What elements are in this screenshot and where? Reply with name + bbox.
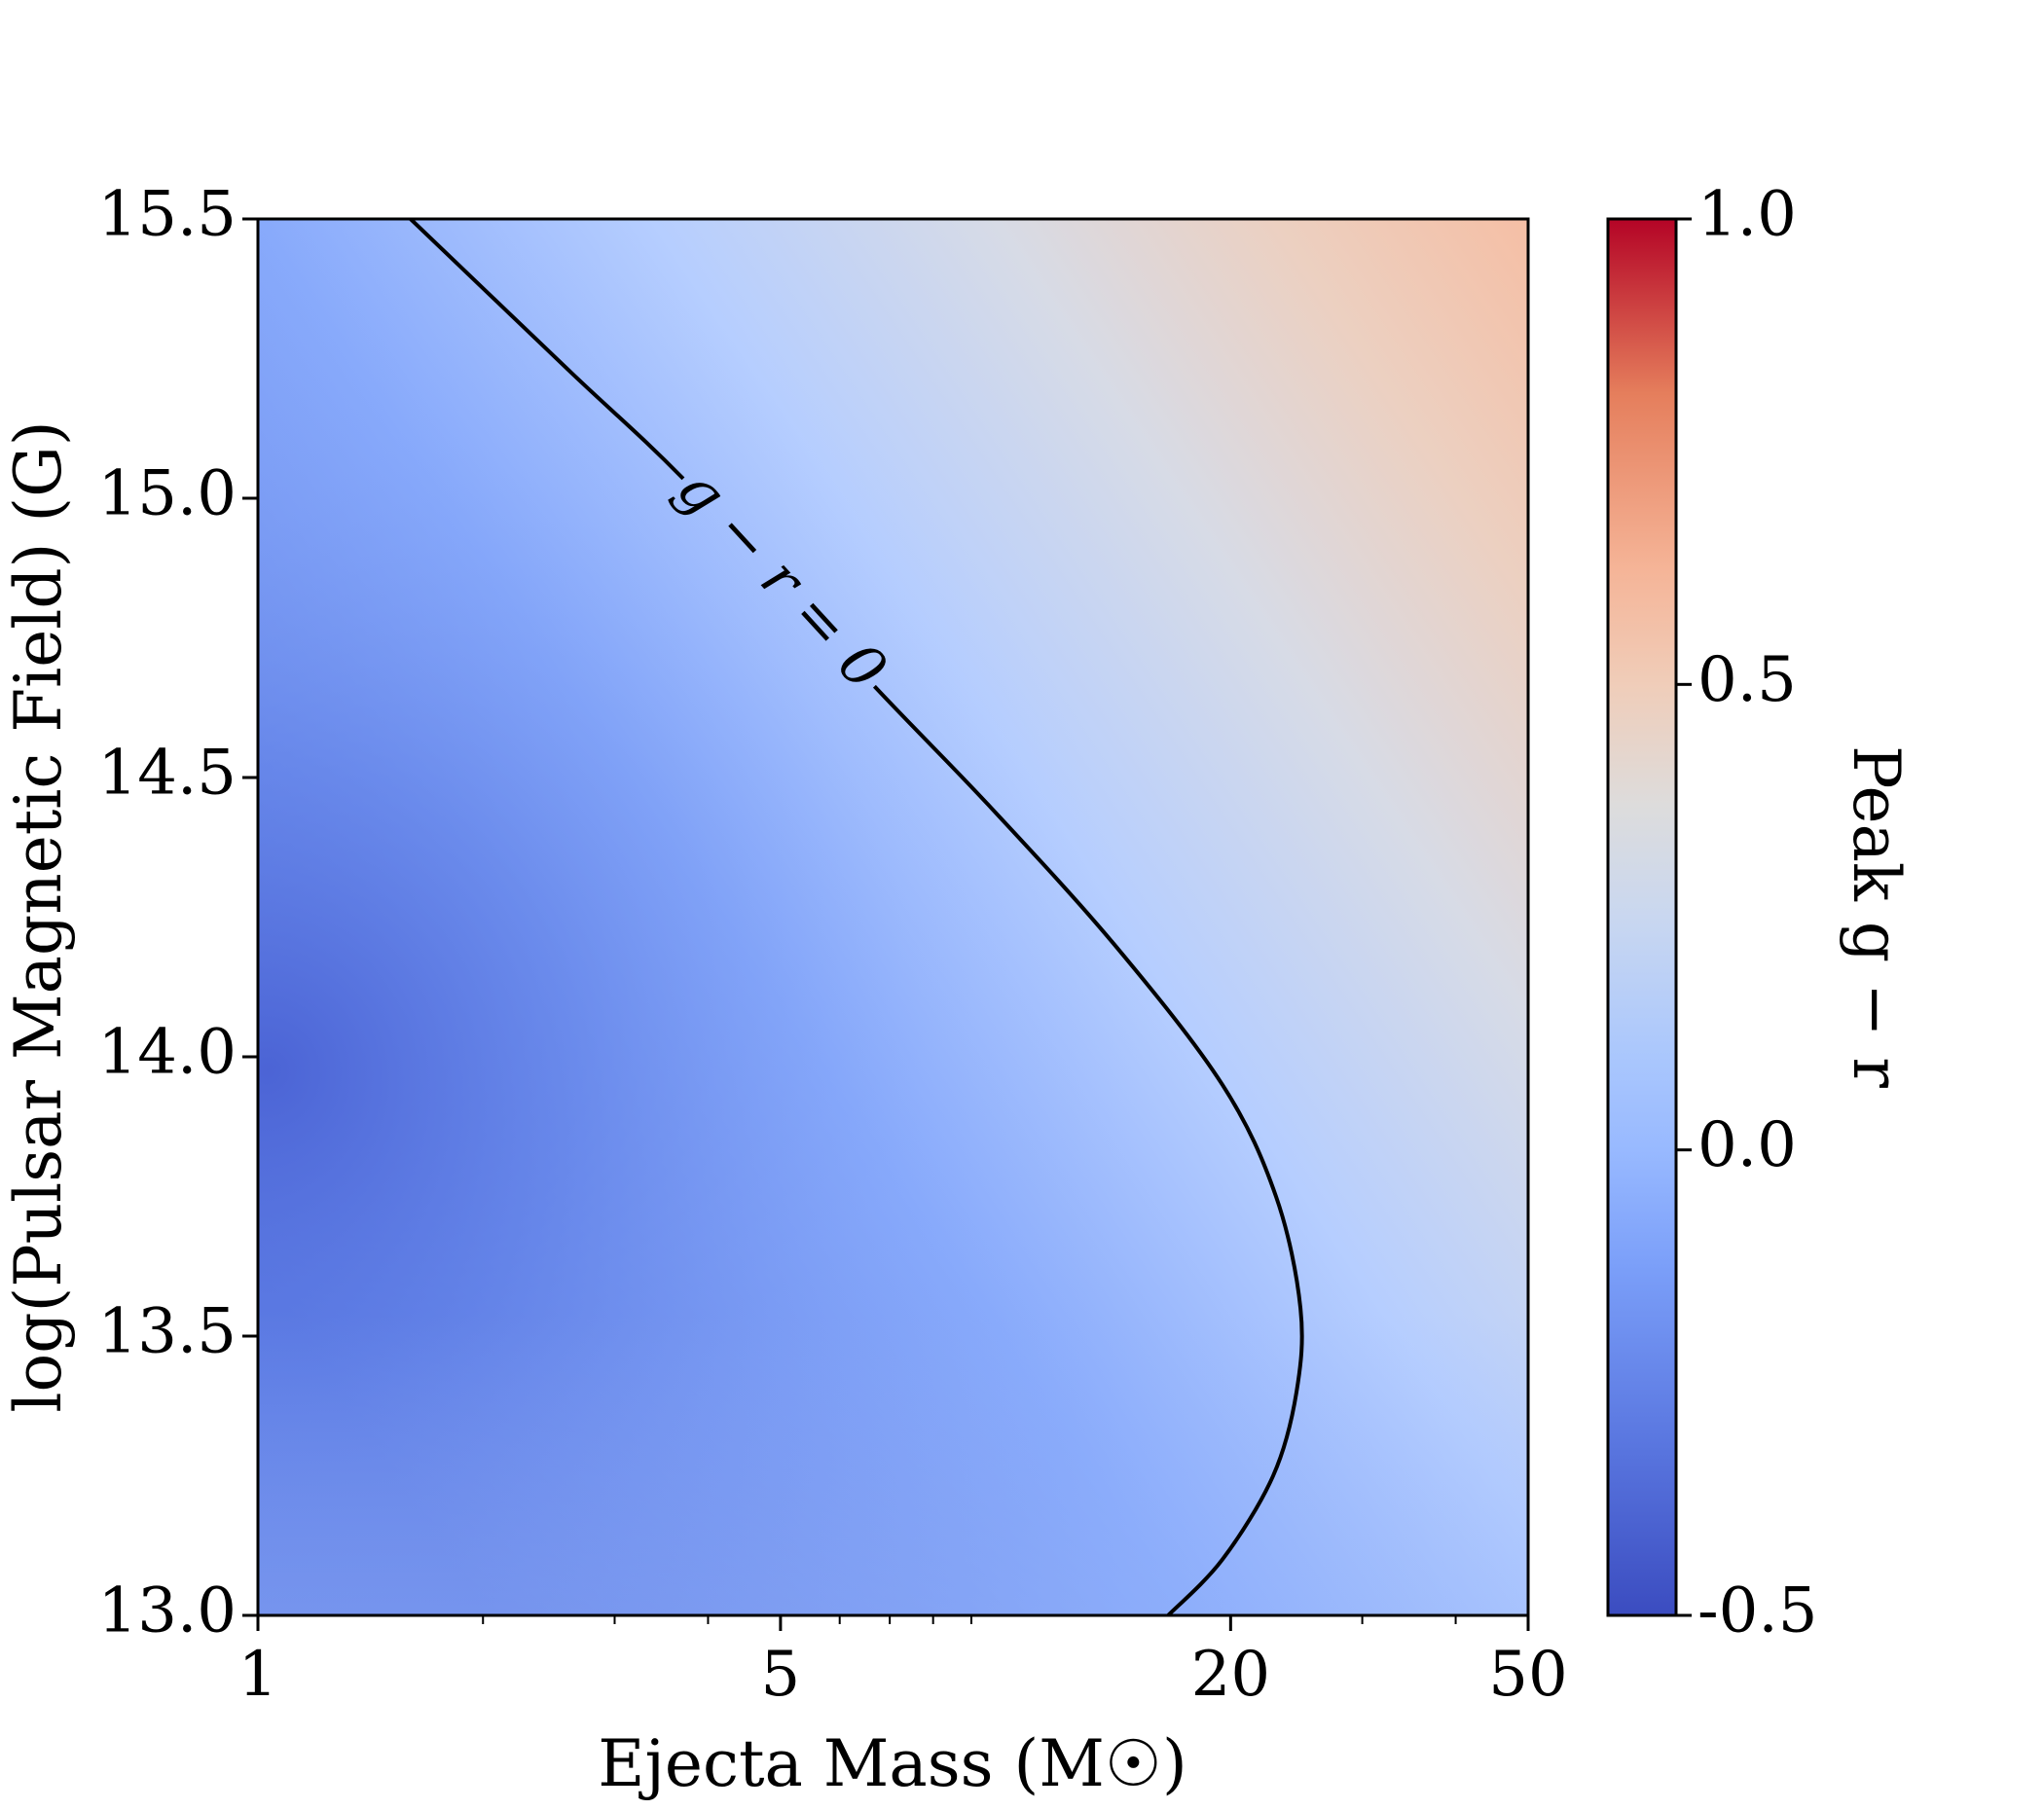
y-tick-label: 13.5 xyxy=(98,1296,237,1368)
colorbar xyxy=(1606,217,1678,1617)
x-tick-label: 20 xyxy=(1191,1639,1270,1711)
heatmap-field xyxy=(258,219,1528,1615)
y-tick-label: 15.5 xyxy=(98,179,237,251)
colorbar-tick-label: 1.0 xyxy=(1697,179,1797,251)
x-axis-label: Ejecta Mass (M☉) xyxy=(598,1726,1186,1801)
plot-frame xyxy=(256,217,1530,1617)
colorbar-axis: -0.5 0.0 0.5 1.0 xyxy=(1676,179,1817,1647)
y-tick-label: 15.0 xyxy=(98,458,237,530)
colorbar-tick-label: -0.5 xyxy=(1697,1575,1817,1647)
x-axis: 1 5 20 50 xyxy=(238,1615,1568,1711)
colorbar-tick-label: 0.0 xyxy=(1697,1109,1797,1181)
x-tick-label: 1 xyxy=(238,1639,278,1711)
x-tick-label: 5 xyxy=(761,1639,801,1711)
y-axis: 13.0 13.5 14.0 14.5 15.0 15.5 xyxy=(98,179,258,1647)
y-tick-label: 14.5 xyxy=(98,738,237,810)
colorbar-tick-label: 0.5 xyxy=(1697,644,1797,716)
y-tick-label: 14.0 xyxy=(98,1017,237,1089)
y-tick-label: 13.0 xyxy=(98,1575,237,1647)
contour-line-g-r-0 xyxy=(409,219,1304,1615)
x-tick-label: 50 xyxy=(1488,1639,1567,1711)
y-axis-label: log(Pulsar Magnetic Field) (G) xyxy=(1,420,76,1412)
colorbar-label: Peak g − r xyxy=(1839,745,1914,1088)
